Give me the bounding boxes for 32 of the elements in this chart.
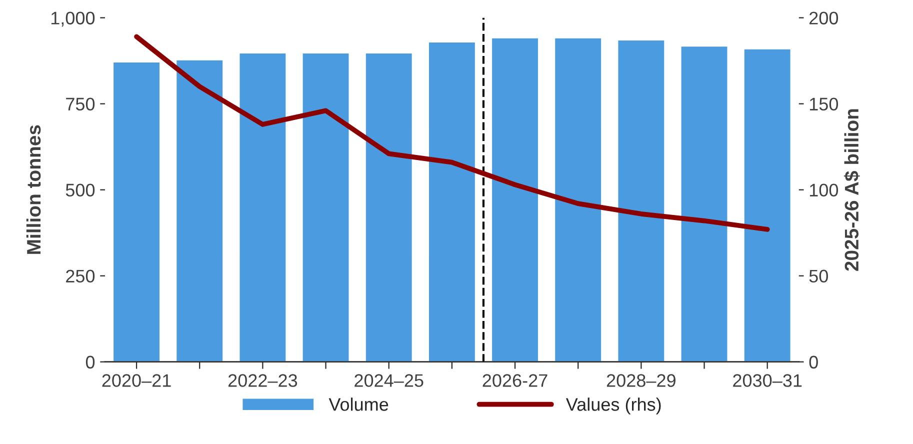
- y2-tick-label: 200: [810, 12, 838, 24]
- x-tick-label: 2030–31: [733, 374, 802, 387]
- x-tick-label: 2022–23: [228, 374, 298, 387]
- bar: [364, 52, 414, 362]
- y2-tick-label: 50: [809, 270, 828, 283]
- bar: [428, 41, 476, 362]
- y2-tick-label: 0: [809, 356, 818, 369]
- bar: [554, 37, 602, 362]
- x-tick-label: 2026-27: [482, 374, 548, 387]
- bar: [175, 59, 224, 362]
- legend-label: Volume: [328, 398, 388, 411]
- x-tick-label: 2028–29: [606, 374, 676, 387]
- bar: [490, 37, 540, 362]
- y-tick-label: 250: [66, 270, 95, 283]
- bar: [112, 61, 161, 362]
- line-series: [134, 34, 770, 232]
- bar: [616, 39, 666, 362]
- legend-label: Values (rhs): [566, 398, 661, 414]
- bar: [742, 48, 792, 362]
- x-tick-label: 2020–21: [102, 374, 171, 387]
- y2-tick-label: 150: [810, 98, 838, 111]
- y2-tick-label: 100: [810, 184, 838, 197]
- y-tick-label: 500: [66, 184, 95, 197]
- x-tick-label: 2024–25: [354, 374, 424, 387]
- y-axis-title: Million tonnes: [26, 125, 41, 254]
- y-tick-label: 0: [86, 356, 95, 369]
- y-tick-label: 750: [66, 98, 95, 111]
- bar: [301, 52, 350, 362]
- bar: [238, 52, 288, 362]
- y2-axis-title: 2025-26 A$ billion: [844, 109, 860, 271]
- bar: [680, 45, 729, 362]
- y-tick-label: 1,000: [51, 12, 95, 27]
